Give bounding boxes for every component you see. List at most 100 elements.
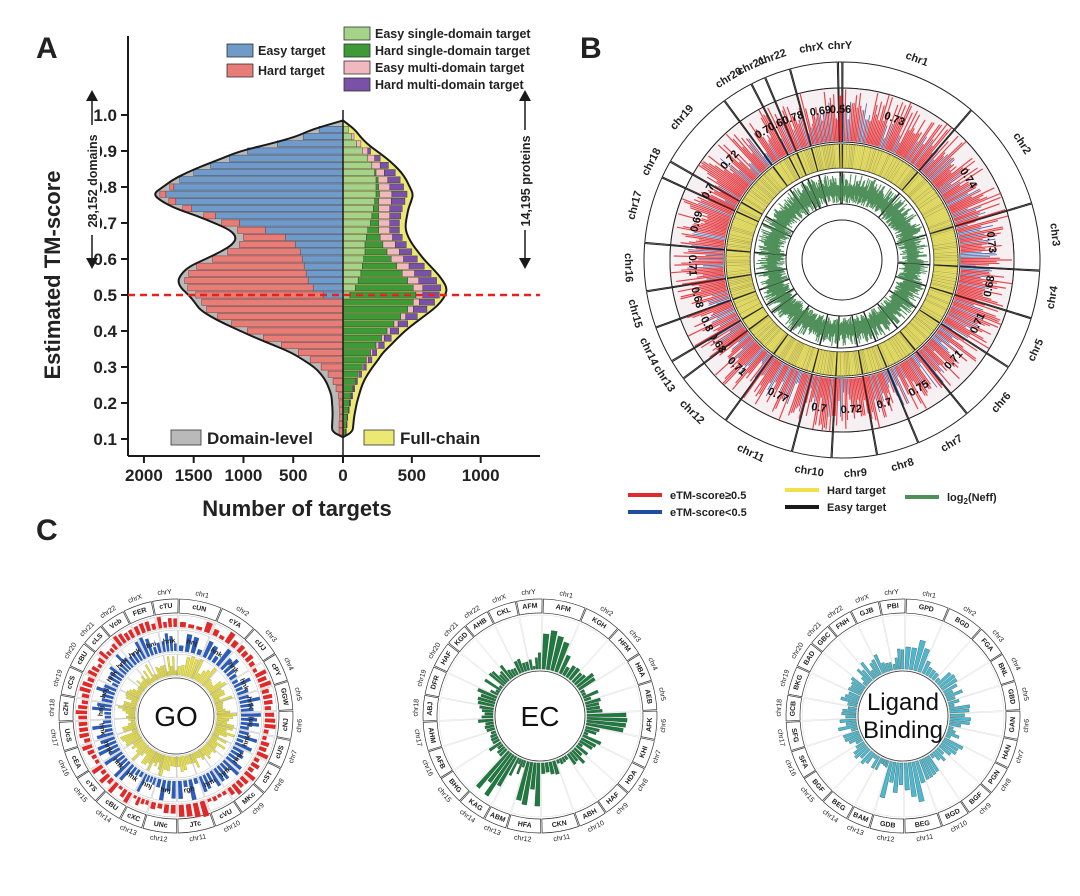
x-tick-label: 0 bbox=[338, 466, 347, 485]
bar-easy-single bbox=[343, 263, 362, 269]
term-code-label: AFM bbox=[522, 603, 538, 611]
bar-hard-single bbox=[365, 249, 387, 255]
bar-easy-target bbox=[211, 162, 343, 168]
mean-score-label: 0.71 bbox=[686, 255, 699, 277]
bar-easy-single bbox=[343, 162, 372, 168]
bar-easy-target bbox=[247, 148, 343, 154]
go-red-bar bbox=[264, 706, 271, 710]
bar-hard-multi bbox=[364, 364, 367, 370]
legend-swatch-hard-multi bbox=[344, 78, 370, 91]
bar-hard-single bbox=[362, 263, 396, 269]
go-blue-bar bbox=[179, 645, 184, 651]
bar-hard-multi bbox=[423, 285, 441, 291]
bar-easy-single bbox=[343, 198, 375, 204]
center-label-line2: Binding bbox=[863, 717, 943, 744]
bar-hard-target bbox=[160, 191, 166, 197]
bar-hard-target bbox=[204, 213, 216, 219]
bar-hard-multi bbox=[388, 177, 400, 183]
bar-hard-target bbox=[228, 249, 301, 255]
bar-easy-multi bbox=[357, 141, 361, 147]
bar-hard-target bbox=[207, 306, 343, 312]
inner-code-label: hnj bbox=[160, 786, 171, 794]
bar-easy-single bbox=[343, 148, 362, 154]
bar-hard-single bbox=[343, 400, 349, 406]
bar-hard-multi bbox=[419, 278, 437, 284]
target-tick bbox=[726, 262, 750, 263]
bar-hard-single bbox=[343, 328, 387, 334]
bar-hard-target bbox=[239, 242, 295, 248]
chromosome-label: chr9 bbox=[843, 467, 867, 480]
bar-easy-target bbox=[306, 270, 343, 276]
mean-score-label: 0.73 bbox=[984, 231, 998, 254]
bar-easy-multi bbox=[401, 314, 406, 320]
bar-hard-single bbox=[343, 386, 353, 392]
bar-hard-multi bbox=[384, 335, 391, 341]
chromosome-label: chr6 bbox=[296, 719, 304, 733]
bar-hard-target bbox=[169, 198, 176, 204]
bar-easy-single bbox=[343, 242, 365, 248]
center-label: GO bbox=[154, 701, 198, 732]
bar-hard-single bbox=[343, 371, 358, 377]
y-tick-label: 1.0 bbox=[93, 106, 117, 125]
bar-easy-multi bbox=[362, 364, 363, 370]
bar-hard-single bbox=[343, 357, 366, 363]
mean-score-label: 0.7 bbox=[810, 401, 827, 415]
bar-easy-multi bbox=[380, 234, 392, 240]
bar-hard-multi bbox=[391, 198, 405, 204]
bar-hard-multi bbox=[390, 220, 400, 226]
chromosome-label: chrY bbox=[157, 589, 172, 597]
bar-easy-target bbox=[239, 220, 343, 226]
bar-hard-target bbox=[243, 234, 285, 240]
go-red-bar bbox=[180, 622, 186, 628]
bar-hard-multi bbox=[384, 170, 395, 176]
bar-hard-multi bbox=[391, 328, 399, 334]
legend-swatch-hard-single bbox=[344, 44, 370, 57]
bar-easy-multi bbox=[387, 249, 399, 255]
bar-easy-multi bbox=[379, 198, 391, 204]
bar-easy-single bbox=[343, 177, 376, 183]
y-tick-label: 0.4 bbox=[93, 322, 117, 341]
bar-easy-target bbox=[313, 285, 343, 291]
bar-easy-single bbox=[343, 126, 349, 132]
inner-code-label: hnj bbox=[98, 705, 106, 716]
bar-hard-multi bbox=[349, 407, 350, 413]
bar-hard-multi bbox=[399, 249, 411, 255]
bar-easy-multi bbox=[376, 170, 384, 176]
bar-easy-single bbox=[343, 170, 375, 176]
x-tick-label: 1500 bbox=[175, 466, 213, 485]
bar-easy-single bbox=[343, 155, 368, 161]
annotation-bar bbox=[482, 716, 493, 718]
annotation-bar bbox=[538, 653, 541, 669]
term-code-label: AFK bbox=[646, 717, 654, 732]
bar-hard-multi bbox=[390, 213, 401, 219]
bar-hard-target bbox=[213, 256, 303, 262]
annotation-bar bbox=[846, 716, 856, 718]
circos-center bbox=[802, 220, 882, 300]
legend-full-chain: Full-chain bbox=[400, 429, 480, 448]
center-circle bbox=[858, 671, 948, 761]
bar-hard-target bbox=[232, 321, 343, 327]
bar-easy-target bbox=[174, 184, 343, 190]
bar-hard-single bbox=[376, 184, 379, 190]
bar-easy-single bbox=[343, 278, 358, 284]
bar-hard-multi bbox=[413, 306, 427, 312]
bar-easy-multi bbox=[379, 184, 390, 190]
bar-hard-target bbox=[222, 220, 240, 226]
annotation-bar bbox=[533, 666, 535, 669]
bar-hard-target bbox=[263, 335, 343, 341]
bar-easy-multi bbox=[391, 256, 403, 262]
legend-hard-target-b: Hard target bbox=[827, 485, 886, 497]
legend-hard-single: Hard single-domain target bbox=[375, 44, 531, 58]
bar-hard-multi bbox=[373, 350, 377, 356]
bar-hard-single bbox=[368, 227, 379, 233]
mean-score-label: 0.72 bbox=[840, 403, 862, 416]
bar-hard-single bbox=[372, 213, 379, 219]
y-tick-label: 0.3 bbox=[93, 358, 117, 377]
bar-easy-multi bbox=[413, 299, 419, 305]
bar-easy-multi bbox=[387, 328, 390, 334]
bar-easy-target bbox=[303, 134, 343, 140]
bar-hard-single bbox=[365, 242, 383, 248]
bar-hard-multi bbox=[395, 242, 406, 248]
neff-spike bbox=[840, 178, 841, 197]
legend-domain-level: Domain-level bbox=[207, 429, 313, 448]
